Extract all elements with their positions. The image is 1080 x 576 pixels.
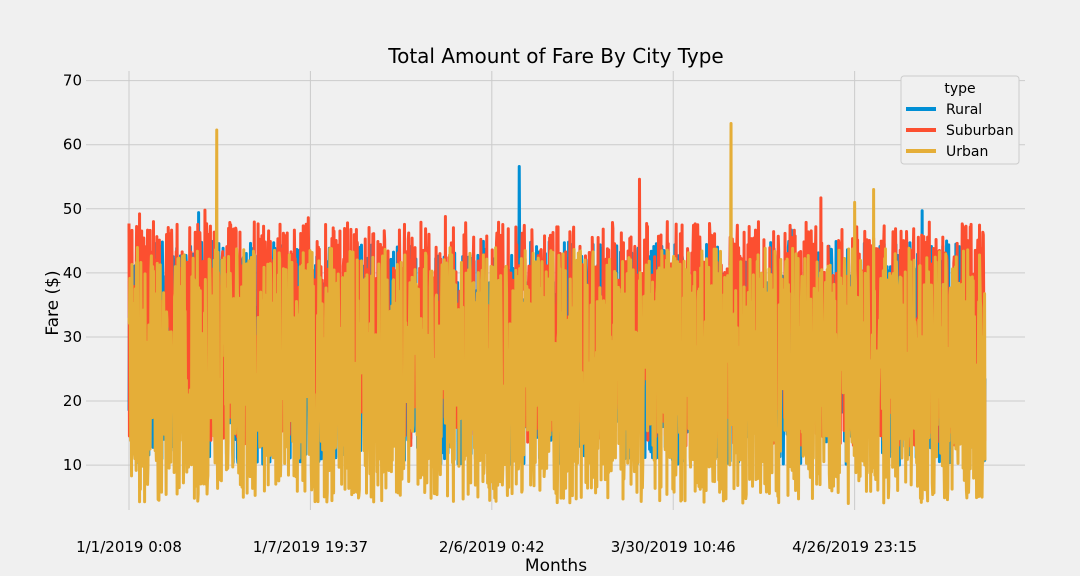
y-tick-label-5: 60 — [63, 136, 82, 154]
y-tick-label-0: 10 — [63, 456, 82, 474]
x-axis-label: Months — [525, 556, 587, 576]
series-line-urban — [127, 122, 987, 505]
x-tick-label-4: 4/26/2019 23:15 — [792, 538, 917, 556]
legend-label-urban: Urban — [946, 144, 988, 160]
x-tick-label-2: 2/6/2019 0:42 — [439, 538, 545, 556]
legend-box — [900, 75, 1020, 165]
y-tick-label-3: 40 — [63, 264, 82, 282]
legend-label-suburban: Suburban — [946, 123, 1014, 139]
legend-title: type — [944, 81, 975, 97]
x-tick-label-0: 1/1/2019 0:08 — [76, 538, 182, 556]
x-tick-label-1: 1/7/2019 19:37 — [253, 538, 368, 556]
chart-title: Total Amount of Fare By City Type — [387, 44, 723, 68]
y-tick-label-2: 30 — [63, 328, 82, 346]
x-tick-label-3: 3/30/2019 10:46 — [611, 538, 736, 556]
tick-labels: 10 20 30 40 50 60 70 1/1/2019 0:08 1/7/2019 19:3… — [63, 72, 917, 556]
legend: type Rural Suburban Urban — [900, 75, 1020, 165]
y-tick-label-1: 20 — [63, 392, 82, 410]
y-tick-label-4: 50 — [63, 200, 82, 218]
y-axis-label: Fare ($) — [43, 270, 63, 335]
y-tick-label-6: 70 — [63, 72, 82, 90]
legend-label-rural: Rural — [946, 102, 982, 118]
series-layer — [127, 122, 987, 505]
